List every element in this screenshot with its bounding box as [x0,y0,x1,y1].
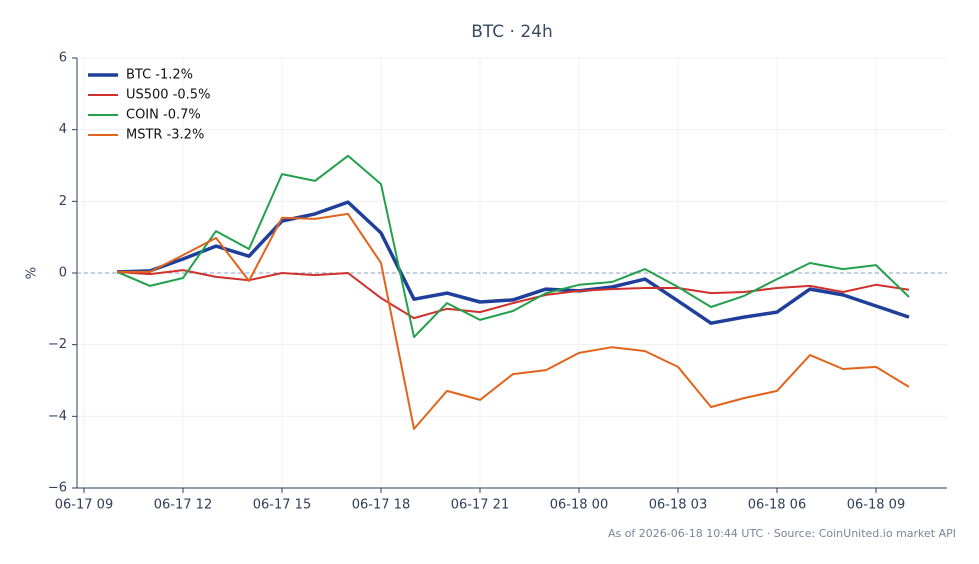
y-axis-label: % [25,267,40,279]
x-tick-label: 06-18 06 [748,498,806,513]
x-tick-label: 06-17 15 [253,498,311,513]
x-tick-label: 06-17 21 [451,498,509,513]
x-tick-label: 06-18 09 [847,498,905,513]
y-tick-label: −2 [48,337,67,352]
legend-label: US500 -0.5% [126,88,210,103]
series-line [116,154,910,339]
legend: BTC -1.2% US500 -0.5% COIN -0.7% MSTR -3.2% [88,68,210,143]
y-tick-label: 2 [59,194,67,209]
legend-label: COIN -0.7% [126,108,201,123]
x-tick-label: 06-17 18 [352,498,410,513]
y-tick-label: 0 [59,266,67,281]
y-tick-label: 6 [59,51,67,66]
source-note: As of 2026-06-18 10:44 UTC · Source: Coi… [608,527,956,540]
x-tick-label: 06-18 03 [649,498,707,513]
x-tick-label: 06-17 09 [55,498,113,513]
chart-title: BTC · 24h [471,22,553,42]
x-tick-label: 06-18 00 [550,498,608,513]
y-tick-label: 4 [59,122,67,137]
legend-label: BTC -1.2% [126,68,193,83]
series-line [116,200,910,325]
x-tick-label: 06-17 12 [154,498,212,513]
series-line [117,212,910,430]
y-tick-label: −4 [48,409,67,424]
y-tick-label: −6 [48,481,67,496]
legend-label: MSTR -3.2% [126,128,204,143]
